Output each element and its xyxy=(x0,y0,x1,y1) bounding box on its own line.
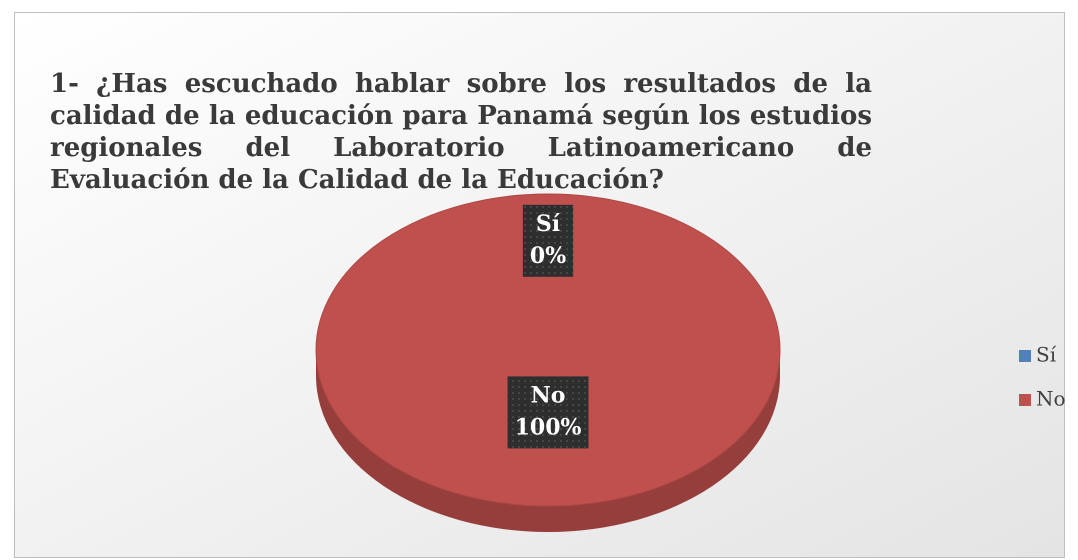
data-label-box xyxy=(522,204,574,277)
chart-title: 1- ¿Has escuchado hablar sobre los resul… xyxy=(50,69,872,195)
data-label-box xyxy=(507,376,589,449)
data-label: Sí 0% xyxy=(522,204,574,277)
legend-swatch xyxy=(1019,350,1031,362)
slice-side xyxy=(316,350,780,532)
slice xyxy=(315,193,781,507)
legend-label: No xyxy=(1036,387,1066,411)
data-label-category: Sí xyxy=(536,211,561,237)
data-label-category: No xyxy=(531,382,566,408)
data-label: No 100% xyxy=(507,376,589,449)
data-label-value: 100% xyxy=(515,414,582,440)
legend-swatch xyxy=(1019,394,1031,406)
data-label-value: 0% xyxy=(530,243,566,269)
legend-label: Sí xyxy=(1036,343,1057,367)
